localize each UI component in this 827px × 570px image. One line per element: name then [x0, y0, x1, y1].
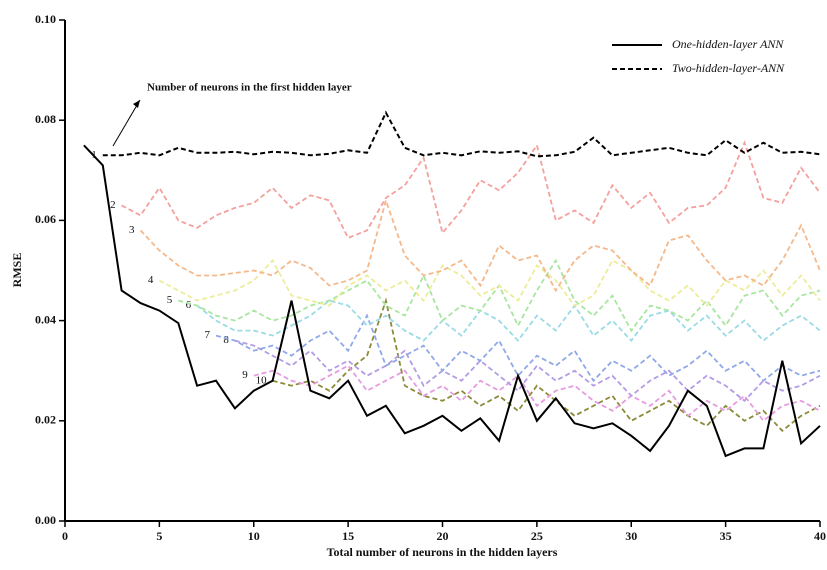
x-tick-label: 40	[814, 529, 826, 543]
y-tick-label: 0.04	[35, 312, 56, 326]
legend-label: One-hidden-layer ANN	[672, 37, 784, 51]
x-tick-label: 0	[62, 529, 68, 543]
series-label: 3	[129, 224, 135, 236]
x-tick-label: 10	[248, 529, 260, 543]
series-line	[272, 297, 821, 433]
annotation-arrow	[112, 99, 141, 147]
series-label: 10	[256, 374, 268, 386]
x-tick-label: 15	[342, 529, 354, 543]
y-tick-label: 0.00	[35, 513, 56, 527]
x-tick-label: 30	[625, 529, 637, 543]
series-label: 8	[223, 334, 229, 346]
series-line	[253, 364, 821, 423]
series-line	[121, 140, 821, 240]
x-axis-label: Total number of neurons in the hidden la…	[327, 545, 558, 559]
series-label: 5	[167, 294, 173, 306]
series-label: 9	[242, 369, 248, 381]
arrow-head	[133, 100, 140, 108]
series-label: 4	[148, 274, 154, 286]
x-tick-label: 35	[720, 529, 732, 543]
x-tick-label: 20	[437, 529, 449, 543]
y-tick-label: 0.08	[35, 112, 56, 126]
series-label: 6	[186, 299, 192, 311]
series-line	[83, 144, 821, 458]
annotation: Number of neurons in the first hidden la…	[147, 82, 352, 94]
x-tick-label: 5	[156, 529, 162, 543]
y-axis-label: RMSE	[10, 253, 24, 288]
series-label: 7	[205, 329, 211, 341]
y-tick-label: 0.02	[35, 413, 56, 427]
y-tick-label: 0.06	[35, 212, 56, 226]
legend-label: Two-hidden-layer-ANN	[672, 61, 785, 75]
series-label: 2	[110, 199, 116, 211]
x-tick-label: 25	[531, 529, 543, 543]
series-line	[102, 110, 821, 158]
series-line	[139, 197, 821, 293]
series-line	[215, 313, 821, 383]
series-line	[196, 299, 821, 342]
y-tick-label: 0.10	[35, 12, 56, 26]
